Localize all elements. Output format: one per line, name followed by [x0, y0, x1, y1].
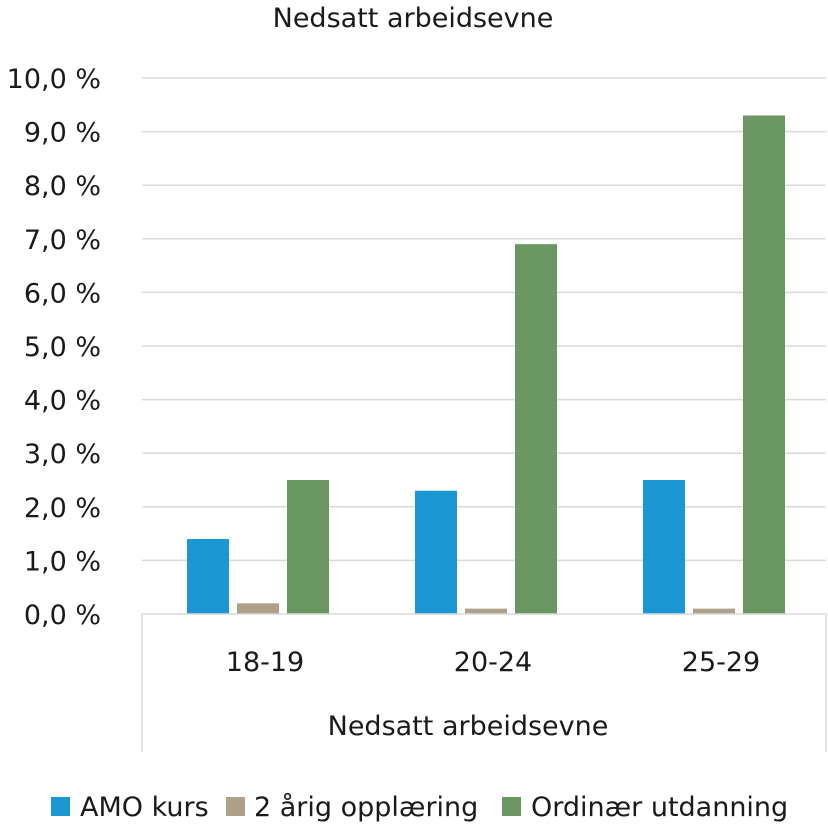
y-tick-label: 3,0 %	[24, 439, 101, 470]
y-axis-tick-labels: 0,0 % 1,0 % 2,0 % 3,0 % 4,0 % 5,0 % 6,0 % 7,0 %…	[7, 64, 101, 631]
legend-swatch	[51, 797, 70, 816]
y-tick-label: 6,0 %	[24, 278, 101, 309]
bars	[187, 115, 785, 615]
y-tick-label: 7,0 %	[24, 225, 101, 256]
x-axis-label: Nedsatt arbeidsevne	[328, 711, 609, 742]
x-axis: 18-19 20-24 25-29	[141, 613, 827, 752]
legend-swatch	[226, 797, 245, 816]
y-tick-label: 8,0 %	[24, 171, 101, 202]
bar	[693, 608, 735, 614]
legend-swatch	[502, 797, 521, 816]
bar	[515, 244, 557, 614]
x-tick-label: 20-24	[454, 647, 532, 678]
bar	[465, 608, 507, 614]
legend-label: Ordinær utdanning	[531, 792, 788, 823]
legend-label: 2 årig opplæring	[254, 792, 478, 823]
y-tick-label: 9,0 %	[24, 118, 101, 149]
bar	[187, 538, 229, 614]
bar	[287, 480, 329, 614]
y-tick-label: 4,0 %	[24, 386, 101, 417]
legend: AMO kurs 2 årig opplæring Ordinær utdannin…	[51, 792, 788, 823]
chart-title: Nedsatt arbeidsevne	[273, 3, 554, 34]
y-tick-label: 5,0 %	[24, 332, 101, 363]
bar	[643, 480, 685, 614]
bar	[237, 603, 279, 614]
bar	[743, 115, 785, 615]
y-tick-label: 1,0 %	[24, 546, 101, 577]
legend-label: AMO kurs	[80, 792, 209, 823]
gridlines	[142, 77, 826, 562]
y-tick-label: 2,0 %	[24, 493, 101, 524]
y-tick-label: 0,0 %	[24, 600, 101, 631]
y-tick-label: 10,0 %	[7, 64, 101, 95]
x-tick-label: 18-19	[226, 647, 304, 678]
bar	[415, 490, 457, 614]
x-tick-label: 25-29	[682, 647, 760, 678]
